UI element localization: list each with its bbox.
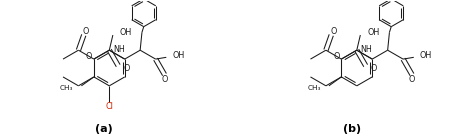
Text: NH: NH [113,45,125,54]
Text: O: O [333,52,339,61]
Text: OH: OH [419,51,432,60]
Text: CH₃: CH₃ [60,85,73,91]
Text: OH: OH [367,28,380,37]
Text: (a): (a) [95,124,113,134]
Text: CH₃: CH₃ [308,85,321,91]
Text: Cl: Cl [105,102,113,111]
Text: O: O [330,27,337,36]
Text: O: O [86,52,92,61]
Text: O: O [82,27,89,36]
Text: O: O [161,75,168,84]
Text: NH: NH [361,45,373,54]
Text: (b): (b) [343,124,361,134]
Text: OH: OH [120,28,132,37]
Text: O: O [409,75,415,84]
Text: OH: OH [172,51,184,60]
Text: O: O [123,64,129,73]
Text: O: O [371,64,377,73]
